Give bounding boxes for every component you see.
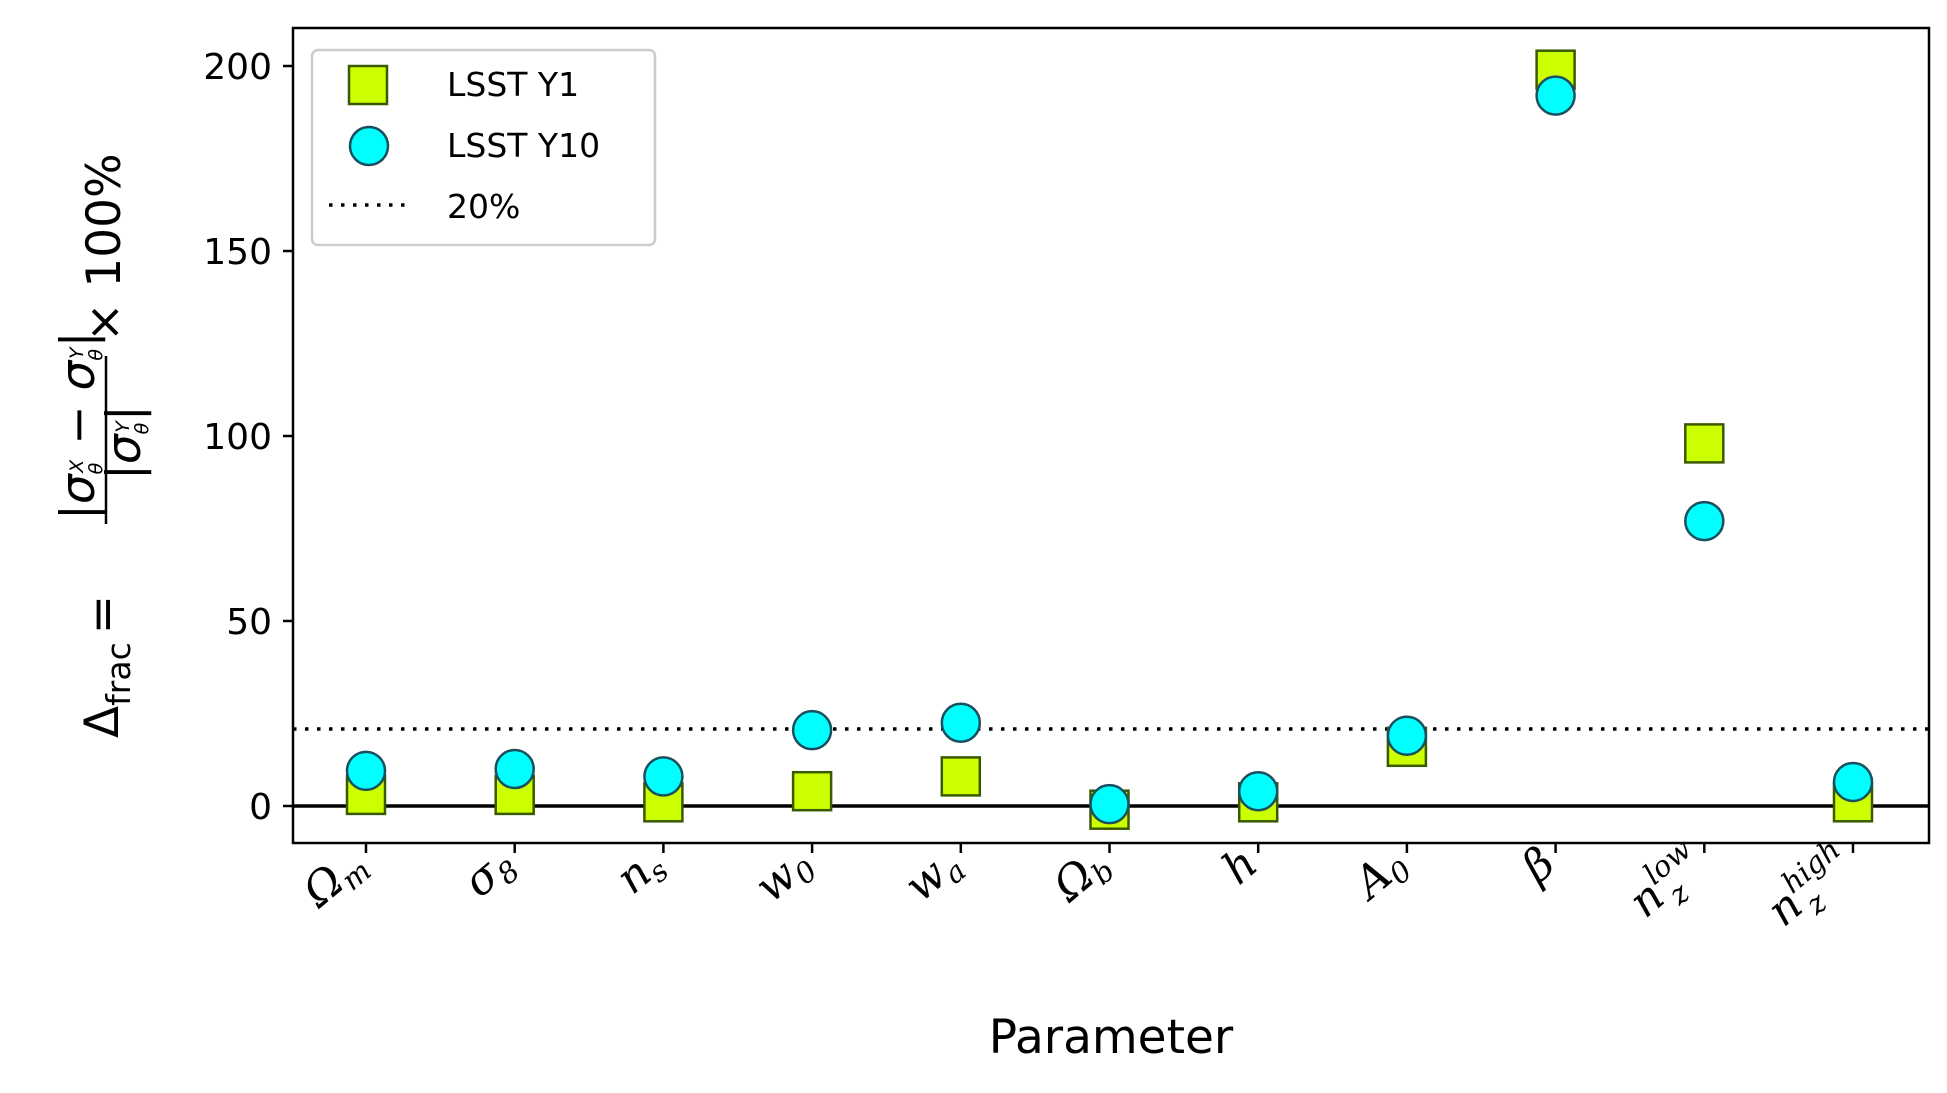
svg-text:× 100%: × 100%	[77, 153, 132, 342]
series-lsst-y10	[345, 75, 1874, 825]
marker-y10	[940, 702, 982, 743]
marker-y10	[1832, 761, 1874, 803]
y-axis-title: Δfrac= |σθX − σθY| |σθY| × 100%	[51, 153, 153, 738]
legend-frame	[310, 48, 657, 247]
marker-y10	[1386, 715, 1428, 756]
y-axis: 0 50 100 150 200	[203, 47, 293, 828]
svg-text:|σθX − σθY|: |σθX − σθY|	[51, 332, 107, 520]
marker-y10	[643, 756, 684, 797]
y-tick-label: 200	[203, 47, 272, 88]
marker-y10	[791, 709, 833, 751]
svg-text:ns: ns	[607, 837, 675, 907]
legend-label-lsst-y10: LSST Y10	[447, 126, 600, 165]
y-tick-label: 100	[203, 417, 272, 458]
marker-y1	[940, 756, 982, 797]
legend: LSST Y1 LSST Y10 20%	[310, 48, 657, 247]
legend-marker-circle	[348, 125, 390, 167]
legend-label-20-percent: 20%	[447, 187, 520, 226]
x-tick-label: ns	[607, 837, 675, 907]
x-axis-title: Parameter	[989, 1010, 1234, 1065]
svg-text:nhighz: nhighz	[1753, 832, 1867, 943]
marker-y10	[1237, 770, 1279, 812]
marker-y10	[1089, 783, 1130, 825]
legend-label-lsst-y1: LSST Y1	[447, 65, 579, 104]
marker-y10	[1535, 75, 1576, 116]
marker-y10	[494, 748, 535, 790]
marker-y1	[1684, 423, 1725, 464]
marker-y10	[345, 750, 387, 792]
y-tick-label: 0	[249, 787, 272, 828]
y-tick-label: 150	[203, 232, 272, 273]
svg-text:Δfrac=: Δfrac=	[75, 595, 138, 738]
svg-text:|σθY|: |σθY|	[97, 405, 153, 480]
marker-y10	[1684, 500, 1725, 542]
legend-marker-square	[347, 64, 389, 106]
y-tick-label: 50	[226, 602, 272, 643]
x-tick-label: nhighz	[1753, 832, 1867, 943]
marker-y1	[791, 770, 833, 812]
